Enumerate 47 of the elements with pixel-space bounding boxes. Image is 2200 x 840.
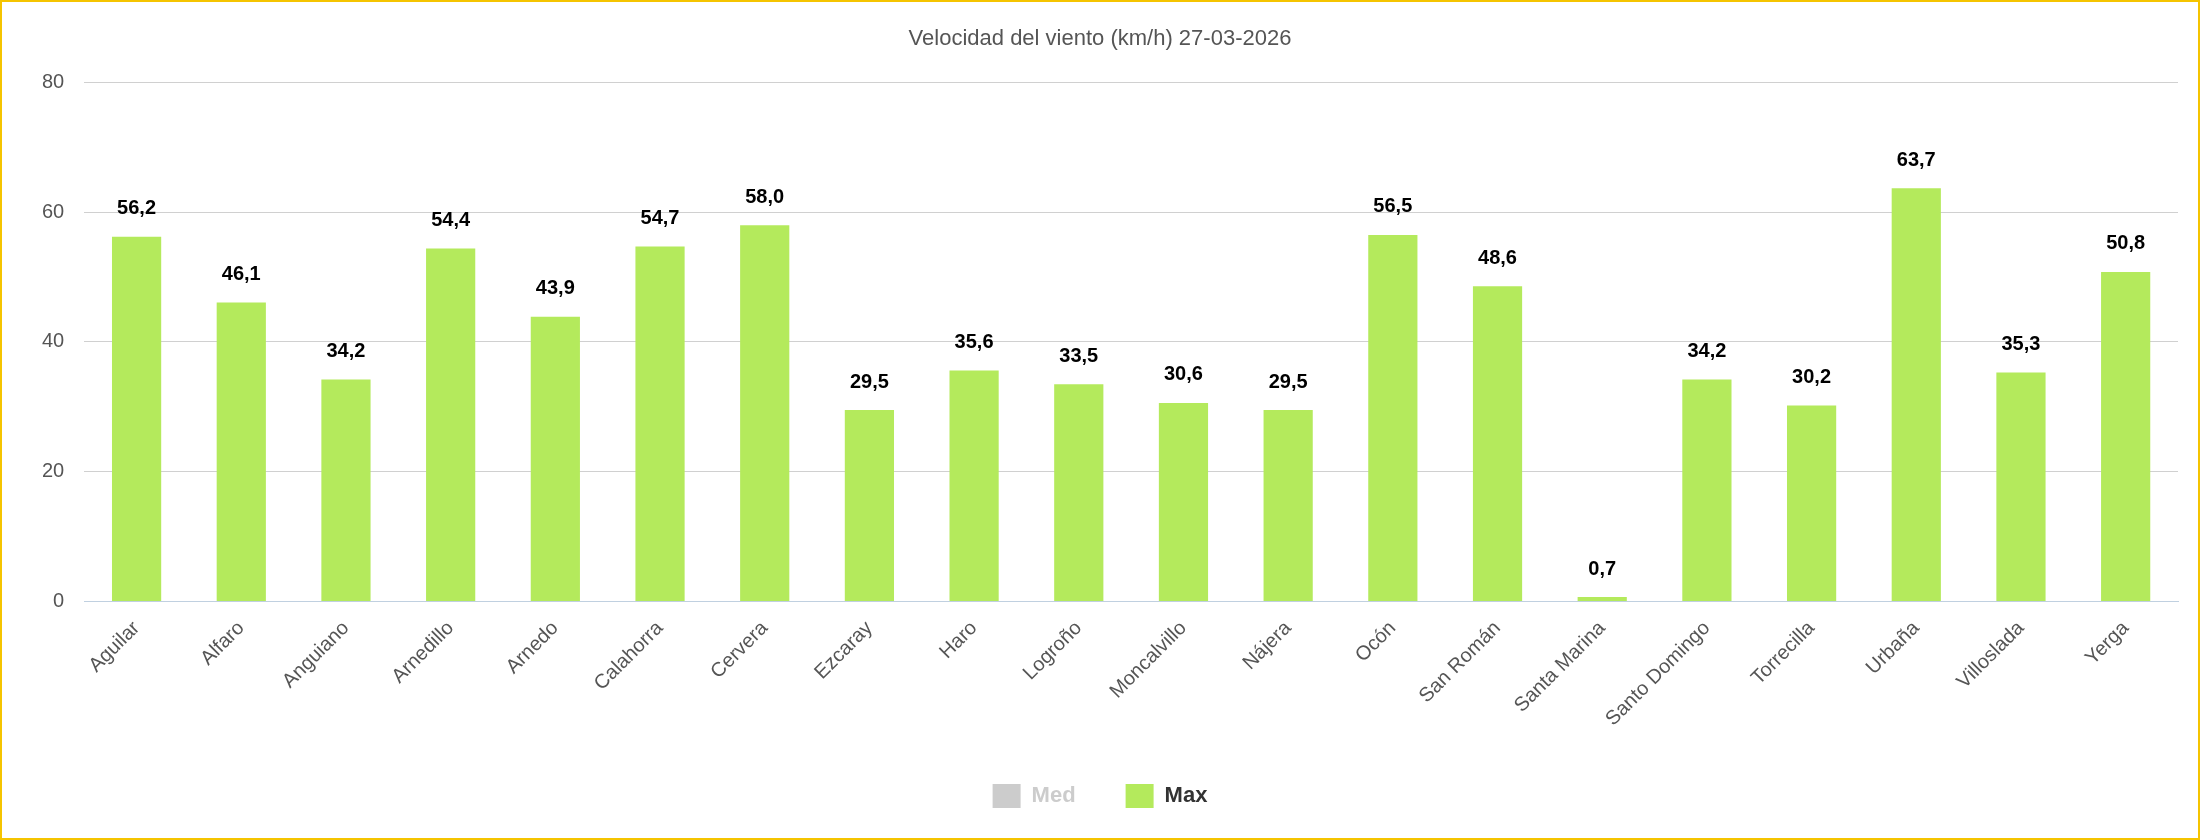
data-label: 33,5 bbox=[1059, 343, 1099, 366]
data-label: 34,2 bbox=[326, 339, 366, 362]
bar bbox=[1158, 402, 1209, 602]
bar bbox=[111, 236, 162, 602]
data-label: 35,6 bbox=[954, 330, 994, 353]
bar bbox=[216, 302, 266, 602]
data-label: 58,0 bbox=[745, 184, 785, 207]
y-tick-label: 80 bbox=[42, 69, 65, 92]
bar bbox=[635, 246, 685, 602]
bar bbox=[1263, 410, 1313, 602]
bar bbox=[949, 370, 999, 602]
data-label: 30,6 bbox=[1164, 362, 1203, 385]
bar bbox=[1472, 286, 1523, 602]
bar bbox=[321, 379, 371, 602]
data-label: 43,9 bbox=[535, 276, 575, 299]
bar bbox=[1054, 384, 1104, 602]
y-tick-label: 40 bbox=[42, 329, 65, 352]
bar bbox=[1682, 379, 1732, 602]
data-label: 63,7 bbox=[1896, 147, 1936, 170]
data-label: 46,1 bbox=[221, 261, 261, 284]
y-tick-label: 0 bbox=[53, 589, 65, 612]
bar bbox=[530, 316, 580, 602]
bar bbox=[1996, 372, 2046, 602]
data-label: 56,2 bbox=[117, 196, 157, 219]
data-label: 0,7 bbox=[1588, 556, 1617, 579]
data-label: 54,7 bbox=[640, 206, 680, 229]
bar bbox=[844, 410, 895, 602]
y-tick-label: 60 bbox=[42, 199, 65, 222]
bar bbox=[740, 225, 790, 602]
bar bbox=[1368, 234, 1418, 602]
y-tick-label: 20 bbox=[42, 459, 65, 482]
bar bbox=[1786, 405, 1837, 602]
data-label: 34,2 bbox=[1687, 339, 1727, 362]
data-label: 54,4 bbox=[431, 208, 471, 231]
bar bbox=[426, 248, 476, 602]
chart-title: Velocidad del viento (km/h) 27-03-2026 bbox=[908, 25, 1292, 51]
data-label: 48,6 bbox=[1478, 245, 1517, 268]
data-label: 56,5 bbox=[1373, 194, 1413, 217]
data-label: 29,5 bbox=[849, 369, 889, 392]
data-label: 35,3 bbox=[2001, 331, 2041, 354]
data-label: 30,2 bbox=[1792, 365, 1832, 388]
bar bbox=[1891, 188, 1941, 602]
data-label: 50,8 bbox=[2106, 231, 2146, 254]
bar bbox=[1577, 597, 1627, 602]
bar bbox=[2101, 271, 2151, 602]
data-label: 29,5 bbox=[1268, 369, 1308, 392]
legend-label: Max bbox=[1164, 782, 1209, 808]
